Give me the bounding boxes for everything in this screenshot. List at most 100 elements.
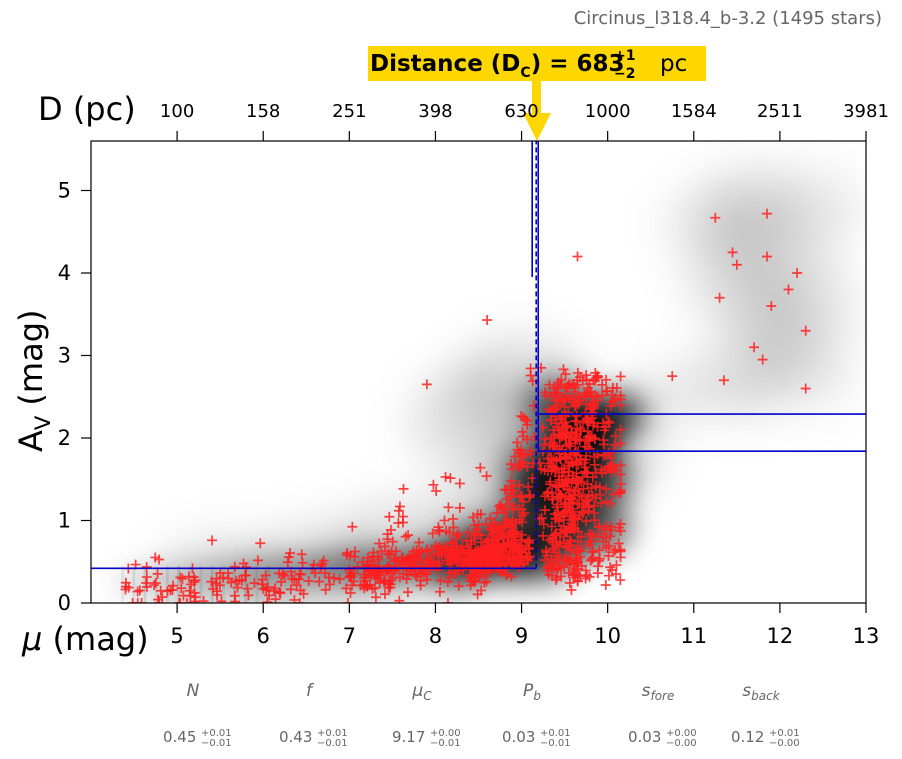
density-streak xyxy=(244,565,248,603)
star-marker xyxy=(252,555,263,566)
star-marker xyxy=(461,535,472,546)
star-marker xyxy=(462,527,473,538)
star-marker xyxy=(572,251,583,262)
star-marker xyxy=(285,584,296,595)
star-marker xyxy=(373,554,384,565)
star-marker xyxy=(601,374,612,385)
star-marker xyxy=(714,292,725,303)
star-marker xyxy=(565,497,576,508)
distance-minus: −2 xyxy=(614,66,635,82)
star-marker xyxy=(561,420,572,431)
star-marker xyxy=(553,480,564,491)
star-marker xyxy=(241,562,252,573)
star-marker xyxy=(359,583,370,594)
star-marker xyxy=(572,367,583,378)
star-marker xyxy=(546,433,557,444)
star-marker xyxy=(541,565,552,576)
star-marker xyxy=(522,419,533,430)
star-marker xyxy=(349,551,360,562)
star-marker xyxy=(605,562,616,573)
star-marker xyxy=(603,540,614,551)
star-marker xyxy=(611,560,622,571)
star-marker xyxy=(481,471,492,482)
top-tick-label: 251 xyxy=(332,101,366,122)
star-marker xyxy=(761,251,772,262)
distance-arrow-shaft xyxy=(532,81,541,115)
star-marker xyxy=(565,523,576,534)
star-marker xyxy=(393,517,404,528)
star-marker xyxy=(514,547,525,558)
star-marker xyxy=(615,371,626,382)
param-plus: +0.00 xyxy=(666,728,697,739)
star-marker xyxy=(551,572,562,583)
star-marker xyxy=(578,501,589,512)
star-marker xyxy=(132,598,143,603)
star-marker xyxy=(556,374,567,385)
param-name: Pb xyxy=(523,681,541,703)
star-marker xyxy=(569,401,580,412)
star-marker xyxy=(174,598,185,603)
star-marker xyxy=(554,448,565,459)
chart-title: Circinus_l318.4_b-3.2 (1495 stars) xyxy=(574,8,882,29)
star-marker xyxy=(457,564,468,575)
star-marker xyxy=(525,445,536,456)
star-marker xyxy=(563,407,574,418)
star-marker xyxy=(400,531,411,542)
star-marker xyxy=(206,576,217,587)
x-tick-label: 9 xyxy=(515,624,528,648)
star-marker xyxy=(398,483,409,494)
star-marker xyxy=(506,571,517,582)
star-marker xyxy=(605,531,616,542)
star-marker xyxy=(391,546,402,557)
star-marker xyxy=(212,589,223,600)
star-marker xyxy=(547,533,558,544)
star-marker xyxy=(514,514,525,525)
star-marker xyxy=(249,578,260,589)
param-name: N xyxy=(187,681,200,701)
star-marker xyxy=(582,413,593,424)
star-marker xyxy=(360,575,371,586)
star-marker xyxy=(434,526,445,537)
param-name: sfore xyxy=(642,681,675,703)
star-marker xyxy=(447,538,458,549)
star-marker xyxy=(394,501,405,512)
star-marker xyxy=(496,565,507,576)
star-marker xyxy=(525,363,536,374)
star-marker xyxy=(550,465,561,476)
star-marker xyxy=(506,476,517,487)
star-marker xyxy=(177,573,188,584)
star-marker xyxy=(598,536,609,547)
star-marker xyxy=(155,585,166,596)
y-tick-label: 2 xyxy=(58,426,71,450)
top-tick-label: 398 xyxy=(418,101,452,122)
star-marker xyxy=(592,531,603,542)
param-value: 0.03 xyxy=(628,728,661,746)
star-marker xyxy=(581,388,592,399)
star-marker xyxy=(551,481,562,492)
star-marker xyxy=(345,550,356,561)
star-marker xyxy=(597,390,608,401)
star-marker xyxy=(352,561,363,572)
star-marker xyxy=(581,496,592,507)
star-marker xyxy=(584,443,595,454)
star-marker xyxy=(152,568,163,579)
star-marker xyxy=(345,588,356,599)
star-marker xyxy=(165,585,176,596)
star-marker xyxy=(546,521,557,532)
star-marker xyxy=(127,598,138,603)
star-marker xyxy=(472,509,483,520)
star-marker xyxy=(448,513,459,524)
star-marker xyxy=(522,552,533,563)
star-marker xyxy=(448,553,459,564)
param-minus: −0.00 xyxy=(666,738,697,749)
star-marker xyxy=(601,484,612,495)
star-marker xyxy=(149,580,160,591)
y-tick-label: 3 xyxy=(58,344,71,368)
star-marker xyxy=(411,571,422,582)
star-marker xyxy=(208,583,219,594)
density-halo-blob xyxy=(706,160,803,237)
star-marker xyxy=(603,416,614,427)
star-marker xyxy=(615,575,626,586)
